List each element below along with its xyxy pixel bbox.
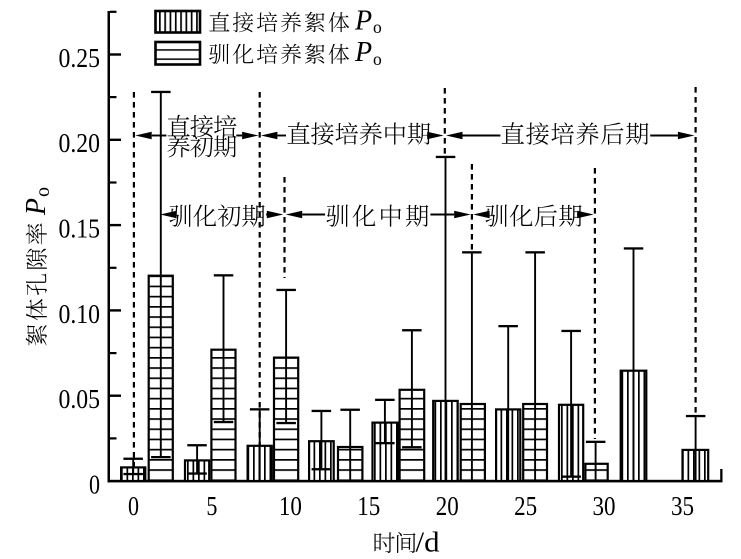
svg-text:0.20: 0.20 bbox=[59, 128, 101, 158]
svg-text:15: 15 bbox=[357, 491, 380, 521]
svg-text:/d: /d bbox=[416, 527, 440, 558]
svg-text:25: 25 bbox=[514, 491, 537, 521]
svg-text:o: o bbox=[373, 49, 382, 69]
svg-text:0.15: 0.15 bbox=[59, 214, 101, 244]
svg-text:P: P bbox=[354, 37, 372, 68]
svg-text:0.25: 0.25 bbox=[59, 43, 101, 73]
svg-text:0: 0 bbox=[89, 469, 100, 499]
svg-text:P: P bbox=[354, 5, 372, 36]
svg-text:0.10: 0.10 bbox=[59, 299, 101, 329]
svg-text:20: 20 bbox=[436, 491, 459, 521]
svg-text:P: P bbox=[21, 198, 52, 216]
svg-text:5: 5 bbox=[206, 491, 217, 521]
svg-text:35: 35 bbox=[671, 491, 694, 521]
svg-text:o: o bbox=[32, 187, 54, 197]
svg-text:0: 0 bbox=[128, 491, 139, 521]
svg-text:30: 30 bbox=[593, 491, 616, 521]
svg-text:o: o bbox=[373, 17, 382, 37]
svg-text:10: 10 bbox=[279, 491, 302, 521]
svg-text:0.05: 0.05 bbox=[59, 384, 101, 414]
